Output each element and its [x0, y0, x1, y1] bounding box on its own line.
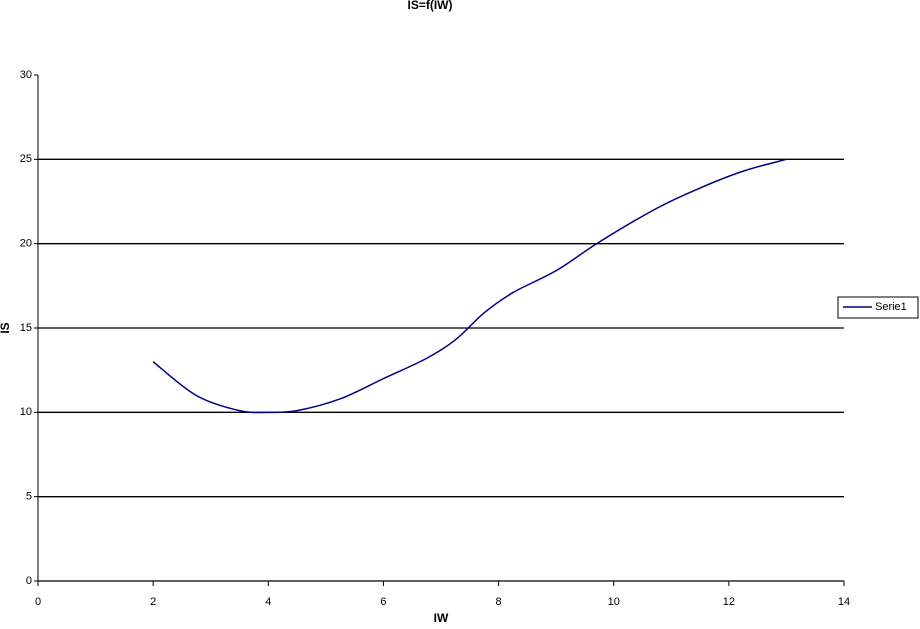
y-tick-label: 0 — [26, 575, 32, 587]
y-axis-label: IS — [0, 322, 12, 333]
x-tick-label: 14 — [838, 596, 850, 608]
legend-label: Serie1 — [875, 301, 907, 313]
y-tick-label: 30 — [20, 69, 32, 81]
x-axis-label: IW — [434, 611, 449, 625]
x-tick-label: 8 — [496, 596, 502, 608]
x-tick-label: 10 — [608, 596, 620, 608]
y-tick-label: 20 — [20, 238, 32, 250]
legend-box — [837, 296, 919, 319]
x-tick-label: 6 — [380, 596, 386, 608]
x-tick-label: 0 — [35, 596, 41, 608]
y-tick-label: 10 — [20, 406, 32, 418]
x-tick-label: 2 — [150, 596, 156, 608]
x-tick-label: 12 — [723, 596, 735, 608]
x-tick-label: 4 — [265, 596, 271, 608]
series-line — [152, 158, 787, 414]
y-tick-label: 25 — [20, 153, 32, 165]
y-tick-label: 5 — [26, 491, 32, 503]
chart-title: IS=f(IW) — [408, 0, 453, 12]
y-tick-label: 15 — [20, 322, 32, 334]
